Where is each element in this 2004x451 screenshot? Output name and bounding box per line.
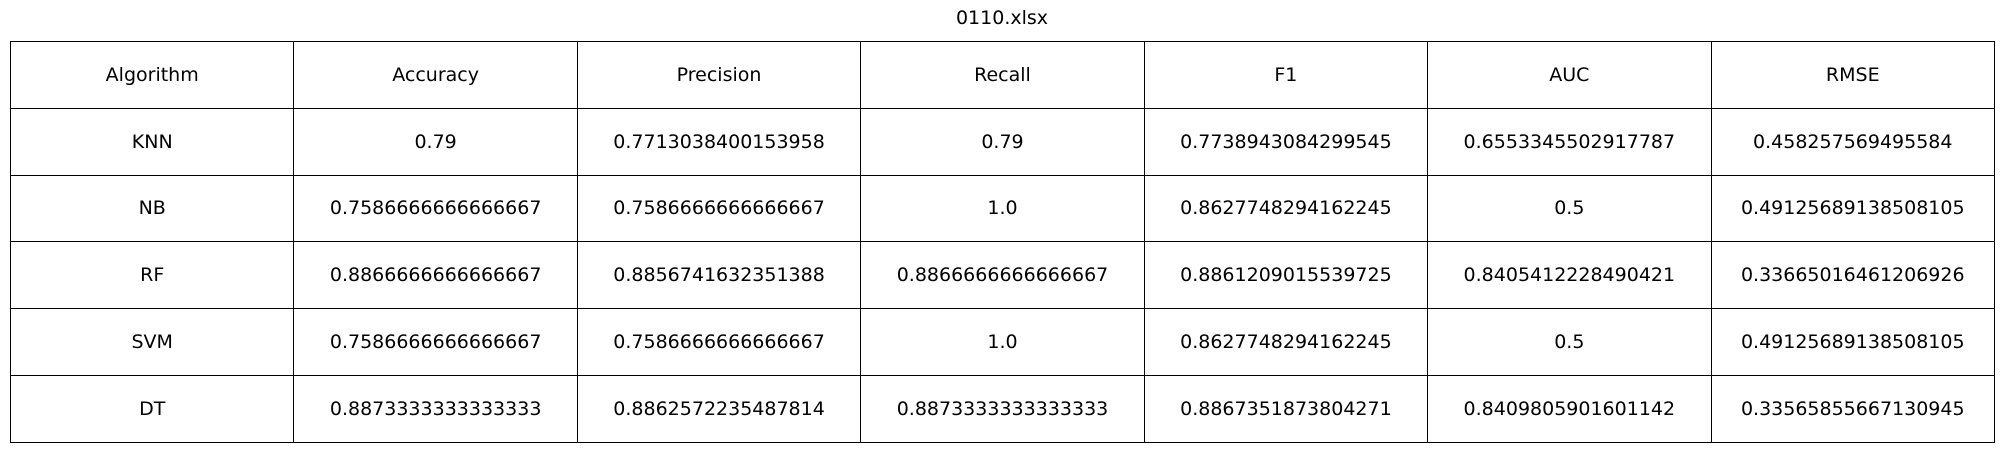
header-cell: F1	[1143, 41, 1429, 109]
table-cell: 0.8856741632351388	[576, 241, 862, 310]
table-row: DT 0.8873333333333333 0.8862572235487814…	[9, 374, 1996, 443]
table-cell: 0.8862572235487814	[576, 374, 862, 443]
table-cell: DT	[9, 374, 295, 443]
table-cell: 0.7586666666666667	[293, 174, 578, 243]
table-cell: KNN	[9, 107, 295, 176]
table-cell: SVM	[9, 308, 295, 376]
header-cell: Precision	[576, 41, 862, 109]
table-cell: 0.7586666666666667	[576, 174, 862, 243]
table-cell: 0.458257569495584	[1710, 107, 1996, 176]
table-cell: 0.8873333333333333	[860, 374, 1145, 443]
table-cell: 0.6553345502917787	[1427, 107, 1712, 176]
table-cell: 0.8873333333333333	[293, 374, 578, 443]
table-cell: 0.8866666666666667	[293, 241, 578, 310]
table-cell: 0.79	[293, 107, 578, 176]
table-cell: 0.8409805901601142	[1427, 374, 1712, 443]
table-cell: 0.8867351873804271	[1143, 374, 1429, 443]
table-cell: 0.5	[1427, 308, 1712, 376]
table-cell: 0.7586666666666667	[293, 308, 578, 376]
table-row: NB 0.7586666666666667 0.7586666666666667…	[9, 174, 1996, 243]
table-cell: 0.8866666666666667	[860, 241, 1145, 310]
table-cell: NB	[9, 174, 295, 243]
table-cell: 0.8627748294162245	[1143, 174, 1429, 243]
table-cell: 0.49125689138508105	[1710, 174, 1996, 243]
table-cell: 0.8405412228490421	[1427, 241, 1712, 310]
table-cell: 0.33565855667130945	[1710, 374, 1996, 443]
table-cell: 0.7713038400153958	[576, 107, 862, 176]
table-cell: 1.0	[860, 308, 1145, 376]
table-row: SVM 0.7586666666666667 0.758666666666666…	[9, 308, 1996, 376]
table-cell: 0.7738943084299545	[1143, 107, 1429, 176]
header-cell: AUC	[1427, 41, 1712, 109]
header-cell: Accuracy	[293, 41, 578, 109]
table-cell: 0.5	[1427, 174, 1712, 243]
header-cell: RMSE	[1710, 41, 1996, 109]
table-cell: 0.8861209015539725	[1143, 241, 1429, 310]
table-row: RF 0.8866666666666667 0.8856741632351388…	[9, 241, 1996, 310]
table-cell: 0.8627748294162245	[1143, 308, 1429, 376]
table-cell: 0.33665016461206926	[1710, 241, 1996, 310]
header-cell: Algorithm	[9, 41, 295, 109]
table-cell: RF	[9, 241, 295, 310]
table-row: KNN 0.79 0.7713038400153958 0.79 0.77389…	[9, 107, 1996, 176]
table-cell: 0.79	[860, 107, 1145, 176]
table-cell: 0.49125689138508105	[1710, 308, 1996, 376]
table-cell: 0.7586666666666667	[576, 308, 862, 376]
table-title: 0110.xlsx	[955, 7, 1049, 29]
header-row: Algorithm Accuracy Precision Recall F1 A…	[9, 41, 1996, 109]
header-cell: Recall	[860, 41, 1145, 109]
metrics-table: Algorithm Accuracy Precision Recall F1 A…	[9, 41, 1996, 443]
table-cell: 1.0	[860, 174, 1145, 243]
